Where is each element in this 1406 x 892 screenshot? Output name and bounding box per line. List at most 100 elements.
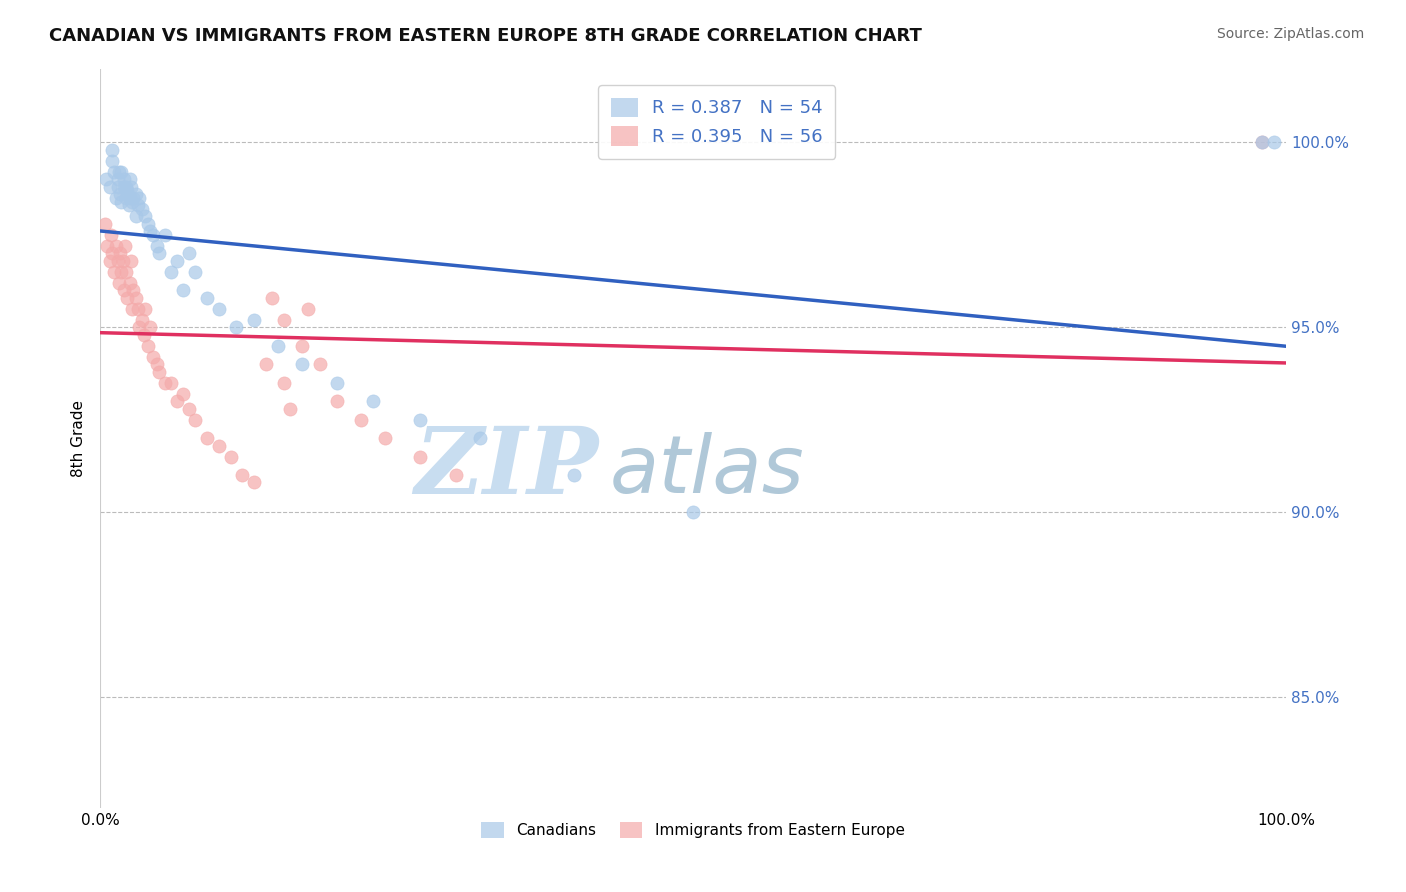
Point: [308, 357, 330, 371]
Point: [262, 291, 284, 305]
Point: [127, 301, 149, 316]
Point: [98, 253, 121, 268]
Point: [177, 246, 200, 260]
Point: [136, 339, 159, 353]
Point: [172, 386, 194, 401]
Point: [125, 291, 148, 305]
Point: [131, 202, 153, 216]
Point: [350, 412, 373, 426]
Point: [146, 357, 169, 371]
Point: [111, 253, 134, 268]
Point: [172, 283, 194, 297]
Point: [146, 239, 169, 253]
Point: [254, 357, 277, 371]
Point: [148, 365, 170, 379]
Point: [444, 468, 467, 483]
Point: [94, 172, 117, 186]
Point: [115, 191, 138, 205]
Point: [103, 165, 125, 179]
Point: [231, 468, 253, 483]
Point: [112, 179, 135, 194]
Point: [243, 313, 266, 327]
Point: [110, 265, 132, 279]
Point: [1263, 136, 1285, 150]
Point: [108, 276, 131, 290]
Point: [326, 376, 349, 390]
Point: [297, 301, 319, 316]
Point: [134, 301, 156, 316]
Point: [155, 227, 177, 242]
Point: [100, 227, 122, 242]
Point: [101, 153, 124, 168]
Point: [409, 412, 432, 426]
Point: [121, 194, 143, 209]
Point: [177, 401, 200, 416]
Point: [326, 394, 349, 409]
Point: [142, 350, 165, 364]
Point: [128, 191, 150, 205]
Point: [208, 301, 231, 316]
Point: [564, 468, 586, 483]
Point: [122, 191, 145, 205]
Point: [112, 283, 135, 297]
Point: [184, 412, 207, 426]
Point: [110, 165, 132, 179]
Point: [160, 265, 183, 279]
Text: ZIP: ZIP: [413, 423, 598, 513]
Point: [115, 179, 138, 194]
Point: [132, 327, 155, 342]
Point: [291, 357, 314, 371]
Point: [107, 179, 129, 194]
Point: [267, 339, 290, 353]
Point: [117, 184, 139, 198]
Y-axis label: 8th Grade: 8th Grade: [72, 400, 86, 476]
Point: [101, 143, 124, 157]
Legend: Canadians, Immigrants from Eastern Europe: Canadians, Immigrants from Eastern Europ…: [475, 816, 911, 845]
Point: [117, 291, 139, 305]
Point: [120, 179, 142, 194]
Text: atlas: atlas: [610, 433, 804, 510]
Point: [131, 313, 153, 327]
Point: [139, 224, 162, 238]
Point: [118, 172, 141, 186]
Point: [101, 246, 124, 260]
Point: [1251, 136, 1274, 150]
Point: [361, 394, 384, 409]
Point: [110, 187, 132, 202]
Point: [128, 320, 150, 334]
Point: [118, 276, 141, 290]
Text: CANADIAN VS IMMIGRANTS FROM EASTERN EUROPE 8TH GRADE CORRELATION CHART: CANADIAN VS IMMIGRANTS FROM EASTERN EURO…: [49, 27, 922, 45]
Point: [96, 239, 118, 253]
Point: [107, 253, 129, 268]
Point: [409, 450, 432, 464]
Point: [1251, 136, 1274, 150]
Point: [104, 239, 127, 253]
Point: [195, 291, 218, 305]
Point: [136, 217, 159, 231]
Point: [243, 475, 266, 490]
Point: [125, 210, 148, 224]
Point: [148, 246, 170, 260]
Point: [273, 376, 295, 390]
Point: [115, 265, 138, 279]
Point: [104, 191, 127, 205]
Point: [108, 165, 131, 179]
Point: [98, 179, 121, 194]
Point: [184, 265, 207, 279]
Point: [117, 198, 139, 212]
Point: [118, 191, 141, 205]
Point: [160, 376, 183, 390]
Point: [107, 172, 129, 186]
Point: [682, 505, 704, 519]
Point: [155, 376, 177, 390]
Point: [110, 246, 132, 260]
Point: [127, 198, 149, 212]
Point: [208, 438, 231, 452]
Point: [468, 431, 491, 445]
Point: [94, 217, 117, 231]
Point: [121, 301, 143, 316]
Point: [374, 431, 396, 445]
Point: [142, 227, 165, 242]
Point: [134, 210, 156, 224]
Point: [114, 239, 136, 253]
